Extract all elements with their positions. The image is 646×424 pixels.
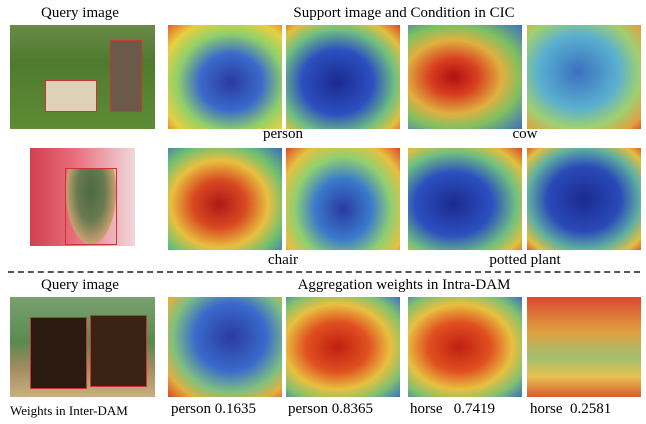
heatmap (527, 25, 641, 129)
heatmap (408, 297, 522, 397)
heatmap (408, 148, 522, 250)
separator (8, 271, 640, 273)
class: horse (530, 401, 563, 417)
class-label: cow (512, 126, 538, 142)
detection-box (110, 40, 142, 112)
weight: 0.8365 (331, 401, 373, 417)
heatmap (168, 25, 282, 129)
caption: Weights in Inter-DAM (10, 403, 128, 418)
caption: Query image (41, 5, 119, 21)
detection-box (90, 315, 147, 387)
weight-label: horse 0.7419 (410, 401, 495, 418)
heatmap (527, 297, 641, 397)
heatmap (408, 25, 522, 129)
class-label: potted plant (489, 252, 561, 268)
class-label: person (263, 126, 303, 142)
caption: Query image (41, 277, 119, 293)
heatmap (286, 25, 400, 129)
class: person (288, 401, 328, 417)
heatmap (168, 148, 282, 250)
heatmap (168, 297, 282, 397)
class: person (171, 401, 211, 417)
detection-box (65, 168, 117, 245)
weight: 0.1635 (214, 401, 256, 417)
class-label: chair (268, 252, 298, 268)
heatmap (527, 148, 641, 250)
caption: Aggregation weights in Intra-DAM (297, 277, 511, 293)
weight: 0.2581 (570, 401, 612, 417)
detection-box (45, 80, 97, 112)
weight-label: person 0.1635 (171, 401, 256, 418)
weight-label: person 0.8365 (288, 401, 373, 418)
heatmap (286, 148, 400, 250)
weight: 0.7419 (453, 401, 495, 417)
query-image (30, 148, 135, 246)
query-image (10, 25, 155, 129)
detection-box (30, 317, 87, 389)
caption: Support image and Condition in CIC (293, 5, 515, 21)
query-image (10, 297, 155, 397)
class: horse (410, 401, 443, 417)
weight-label: horse 0.2581 (530, 401, 611, 418)
heatmap (286, 297, 400, 397)
